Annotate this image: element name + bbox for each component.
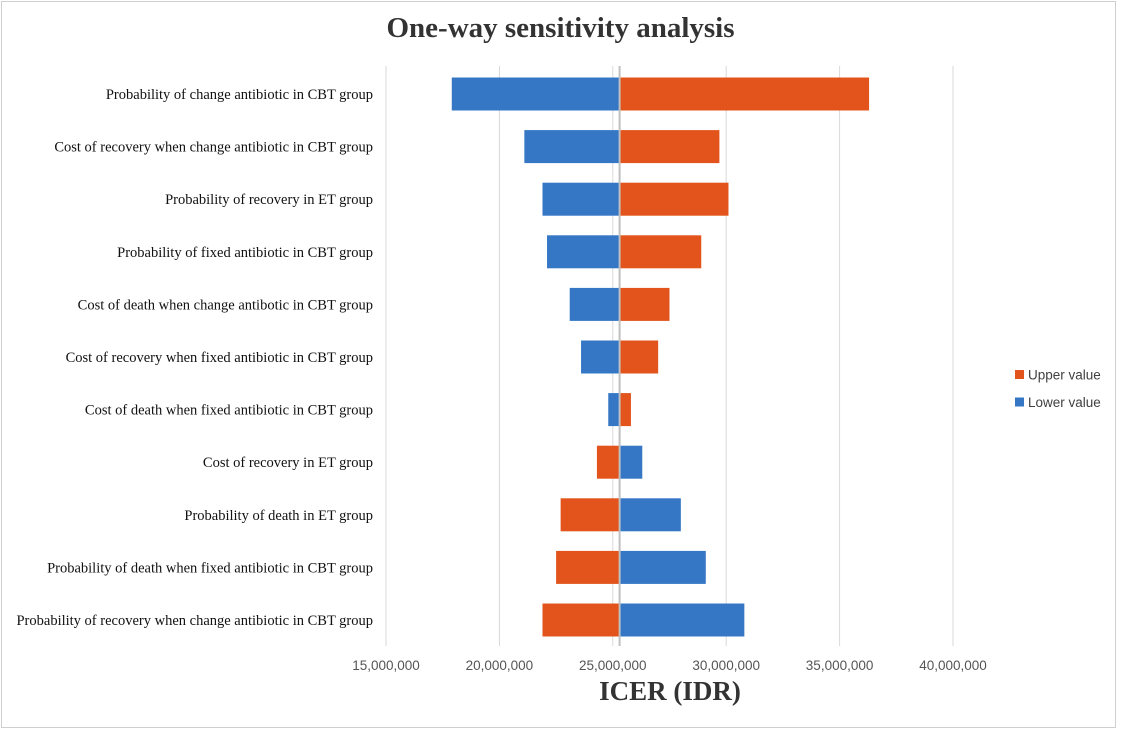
x-tick-label: 40,000,000 [919, 658, 987, 673]
category-label: Cost of recovery in ET group [203, 455, 373, 471]
upper-value-bar [619, 182, 729, 216]
lower-value-bar [524, 130, 620, 164]
x-tick-label: 35,000,000 [806, 658, 874, 673]
upper-value-bar [560, 498, 620, 532]
legend-label: Lower value [1028, 395, 1101, 410]
lower-value-bar [619, 603, 745, 637]
x-tick-label: 30,000,000 [692, 658, 760, 673]
category-label: Probability of death in ET group [184, 508, 373, 524]
upper-value-bar [619, 340, 659, 374]
category-label: Probability of recovery in ET group [165, 192, 373, 208]
category-label: Probability of fixed antibiotic in CBT g… [117, 245, 373, 261]
upper-value-bar [542, 603, 620, 637]
category-label: Cost of death when fixed antibiotic in C… [85, 403, 373, 419]
lower-value-bar [619, 445, 643, 479]
upper-value-bar [619, 77, 870, 111]
x-tick-labels: 15,000,000 20,000,000 25,000,000 30,000,000… [352, 658, 987, 673]
category-label: Probability of change antibiotic in CBT … [106, 87, 373, 103]
legend-swatch [1015, 370, 1024, 379]
lower-value-bar [542, 182, 620, 216]
category-label: Cost of death when change antibotic in C… [78, 297, 373, 313]
lower-value-bar [619, 550, 706, 584]
x-tick-label: 25,000,000 [579, 658, 647, 673]
upper-value-bar [619, 130, 720, 164]
lower-value-bar [581, 340, 620, 374]
x-tick-label: 15,000,000 [352, 658, 420, 673]
upper-value-bar [556, 550, 620, 584]
lower-value-bar [569, 287, 620, 321]
x-axis-label: ICER (IDR) [599, 676, 741, 706]
upper-value-bar [619, 393, 631, 427]
category-label: Probability of recovery when change anti… [16, 613, 373, 629]
category-label: Cost of recovery when fixed antibiotic i… [66, 350, 373, 366]
bars [451, 77, 870, 637]
x-tick-label: 20,000,000 [466, 658, 534, 673]
lower-value-bar [547, 235, 620, 269]
lower-value-bar [619, 498, 681, 532]
upper-value-bar [596, 445, 620, 479]
category-label: Probability of death when fixed antibiot… [47, 560, 373, 576]
legend-label: Upper value [1028, 368, 1101, 383]
category-label: Cost of recovery when change antibiotic … [54, 140, 373, 156]
legend-swatch [1015, 397, 1024, 407]
category-labels: Probability of change antibiotic in CBT … [16, 87, 373, 629]
lower-value-bar [451, 77, 620, 111]
upper-value-bar [619, 235, 702, 269]
chart-title: One-way sensitivity analysis [386, 12, 735, 44]
upper-value-bar [619, 287, 670, 321]
legend: Upper value Lower value [1015, 368, 1101, 410]
lower-value-bar [608, 393, 620, 427]
